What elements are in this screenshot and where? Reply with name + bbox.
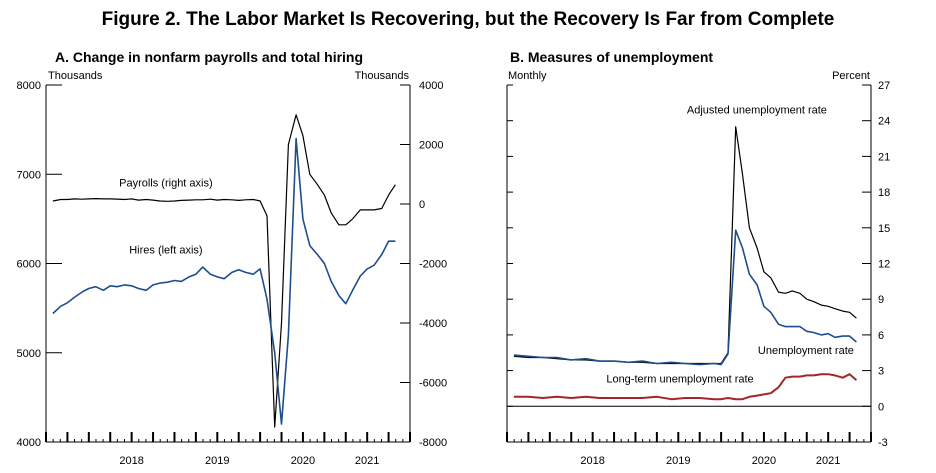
series-line-long-term-unemployment-rate — [513, 373, 858, 401]
series-label-long-term-unemployment: Long-term unemployment rate — [606, 374, 753, 386]
y-right-tick-label: 21 — [878, 151, 890, 163]
x-tick-label: 2020 — [752, 455, 776, 467]
x-tick-label: 2020 — [291, 455, 315, 467]
series-label-unemployment-rate: Unemployment rate — [758, 345, 854, 357]
panel-a-x-ticks: 2018 2019 2020 2021 — [45, 432, 411, 467]
y-right-tick-label: -6000 — [419, 378, 447, 390]
y-left-tick-label: 8000 — [17, 80, 41, 92]
y-right-tick-label: 27 — [878, 80, 890, 92]
panel-a-right-unit: Thousands — [355, 70, 410, 82]
y-left-tick-label: 7000 — [17, 169, 41, 181]
panel-b-right-unit: Percent — [832, 70, 870, 82]
panel-a-left-unit: Thousands — [48, 70, 103, 82]
y-right-tick-label: 0 — [419, 199, 425, 211]
y-left-tick-label: 4000 — [17, 437, 41, 449]
series-line-adjusted-unemployment-rate — [513, 126, 857, 365]
y-right-tick-label: 12 — [878, 259, 890, 271]
y-right-tick-label: 4000 — [419, 80, 443, 92]
y-left-tick-label: 5000 — [17, 348, 41, 360]
x-tick-label: 2021 — [355, 455, 379, 467]
series-line-unemployment-rate — [513, 229, 857, 366]
y-right-tick-label: -2000 — [419, 259, 447, 271]
y-left-tick-label: 6000 — [17, 259, 41, 271]
y-right-tick-label: 9 — [878, 294, 884, 306]
series-label-adjusted-unemployment: Adjusted unemployment rate — [687, 105, 827, 117]
panel-a-series — [52, 114, 396, 428]
x-tick-label: 2018 — [119, 455, 143, 467]
panel-b-title: B. Measures of unemployment — [510, 49, 713, 65]
y-right-tick-label: -8000 — [419, 437, 447, 449]
y-right-tick-label: 18 — [878, 187, 890, 199]
panel-b-x-ticks: 2018 2019 2020 2021 — [506, 432, 872, 467]
x-tick-label: 2019 — [205, 455, 229, 467]
x-tick-label: 2019 — [666, 455, 690, 467]
y-right-tick-label: 24 — [878, 116, 890, 128]
x-tick-label: 2021 — [816, 455, 840, 467]
panel-a-left-ticks: 4000 5000 6000 7000 8000 — [17, 80, 62, 449]
panel-b-left-unit: Monthly — [508, 70, 547, 82]
y-right-tick-label: 3 — [878, 366, 884, 378]
series-line-payrolls-right-axis — [52, 114, 396, 428]
panel-a-title: A. Change in nonfarm payrolls and total … — [55, 49, 363, 65]
panel-b-series — [513, 126, 858, 401]
y-right-tick-label: -3 — [878, 437, 888, 449]
panel-a-right-ticks: -8000 -6000 -4000 -2000 0 2000 4000 — [400, 80, 447, 449]
panel-b: B. Measures of unemployment Monthly Perc… — [506, 49, 890, 467]
y-right-tick-label: 6 — [878, 330, 884, 342]
x-tick-label: 2018 — [580, 455, 604, 467]
series-label-payrolls: Payrolls (right axis) — [119, 178, 213, 190]
y-right-tick-label: 0 — [878, 401, 884, 413]
y-right-tick-label: -4000 — [419, 318, 447, 330]
y-right-tick-label: 15 — [878, 223, 890, 235]
y-right-tick-label: 2000 — [419, 140, 443, 152]
series-line-hires-left-axis — [52, 137, 396, 425]
series-label-hires: Hires (left axis) — [129, 245, 202, 257]
panel-b-ticks: -3 0 3 6 9 12 15 18 21 24 27 — [507, 80, 890, 449]
panel-a: A. Change in nonfarm payrolls and total … — [17, 49, 448, 467]
figure-title: Figure 2. The Labor Market Is Recovering… — [102, 9, 835, 30]
